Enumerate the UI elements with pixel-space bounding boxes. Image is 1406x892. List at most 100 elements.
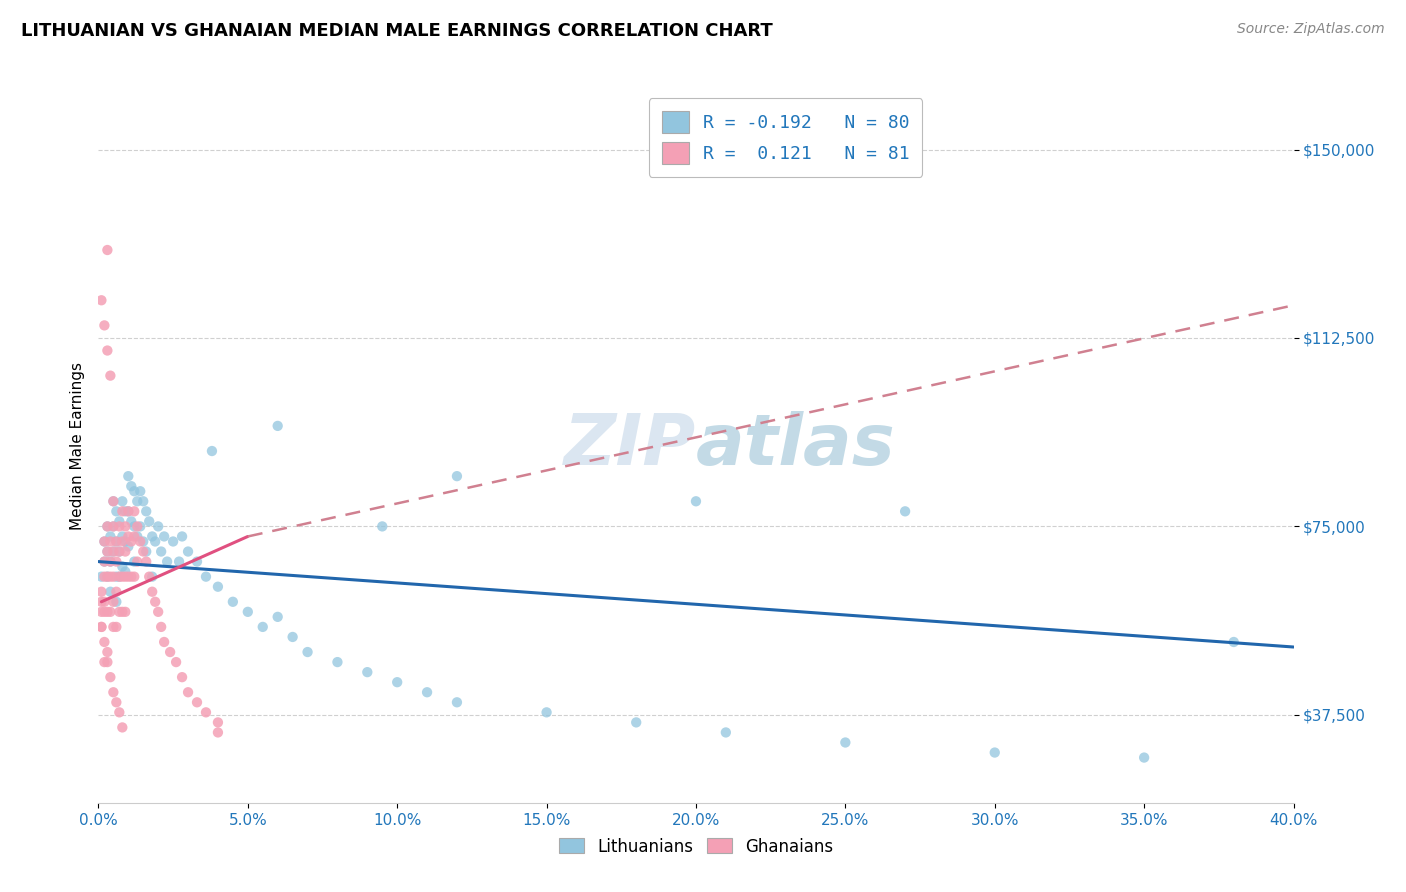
Point [111, 720, 134, 734]
Text: Source: ZipAtlas.com: Source: ZipAtlas.com [1237, 22, 1385, 37]
Point [207, 725, 229, 739]
Point [129, 534, 152, 549]
Point [626, 715, 648, 730]
Point [111, 534, 134, 549]
Point [195, 706, 218, 720]
Point [124, 519, 146, 533]
Point [326, 655, 349, 669]
Point [117, 540, 139, 554]
Point [150, 620, 173, 634]
Point [98, 569, 122, 583]
Point [177, 685, 200, 699]
Point [98, 670, 122, 684]
Point [124, 569, 146, 583]
Point [186, 555, 208, 569]
Point [117, 569, 139, 583]
Point [281, 630, 304, 644]
Point [96, 569, 118, 583]
Point [172, 670, 194, 684]
Point [103, 595, 125, 609]
Point [105, 695, 128, 709]
Point [165, 655, 187, 669]
Point [1133, 750, 1156, 764]
Point [984, 746, 1007, 760]
Point [117, 469, 139, 483]
Point [124, 555, 146, 569]
Point [96, 605, 118, 619]
Point [111, 559, 134, 574]
Point [135, 555, 157, 569]
Point [108, 569, 131, 583]
Point [714, 725, 737, 739]
Point [90, 620, 112, 634]
Point [297, 645, 319, 659]
Text: ZIP: ZIP [564, 411, 696, 481]
Point [90, 569, 112, 583]
Point [148, 519, 170, 533]
Point [98, 534, 122, 549]
Point [103, 494, 125, 508]
Point [93, 569, 115, 583]
Point [93, 534, 115, 549]
Point [96, 243, 118, 257]
Point [132, 494, 155, 508]
Point [129, 484, 152, 499]
Point [117, 504, 139, 518]
Point [90, 293, 112, 308]
Point [685, 494, 707, 508]
Point [103, 544, 125, 558]
Point [98, 368, 122, 383]
Point [108, 569, 131, 583]
Point [536, 706, 558, 720]
Point [446, 695, 468, 709]
Point [96, 544, 118, 558]
Point [114, 519, 136, 533]
Point [105, 555, 128, 569]
Point [105, 534, 128, 549]
Point [141, 584, 163, 599]
Point [103, 494, 125, 508]
Point [105, 569, 128, 583]
Point [103, 685, 125, 699]
Point [114, 544, 136, 558]
Point [96, 569, 118, 583]
Point [105, 595, 128, 609]
Legend: Lithuanians, Ghanaians: Lithuanians, Ghanaians [553, 831, 839, 863]
Point [252, 620, 274, 634]
Point [111, 494, 134, 508]
Point [135, 544, 157, 558]
Point [153, 529, 176, 543]
Point [120, 515, 142, 529]
Point [90, 595, 112, 609]
Y-axis label: Median Male Earnings: Median Male Earnings [69, 362, 84, 530]
Point [127, 494, 149, 508]
Point [111, 605, 134, 619]
Point [105, 584, 128, 599]
Point [195, 569, 218, 583]
Point [141, 569, 163, 583]
Point [96, 519, 118, 533]
Point [150, 544, 173, 558]
Point [141, 529, 163, 543]
Point [120, 534, 142, 549]
Point [148, 605, 170, 619]
Point [103, 620, 125, 634]
Point [135, 504, 157, 518]
Point [167, 555, 190, 569]
Point [156, 555, 179, 569]
Point [236, 605, 259, 619]
Point [98, 555, 122, 569]
Point [105, 620, 128, 634]
Point [172, 529, 194, 543]
Point [207, 715, 229, 730]
Point [103, 569, 125, 583]
Point [108, 544, 131, 558]
Point [103, 544, 125, 558]
Point [143, 595, 166, 609]
Point [894, 504, 917, 518]
Point [114, 565, 136, 579]
Point [1223, 635, 1246, 649]
Text: LITHUANIAN VS GHANAIAN MEDIAN MALE EARNINGS CORRELATION CHART: LITHUANIAN VS GHANAIAN MEDIAN MALE EARNI… [21, 22, 773, 40]
Point [159, 645, 181, 659]
Point [177, 544, 200, 558]
